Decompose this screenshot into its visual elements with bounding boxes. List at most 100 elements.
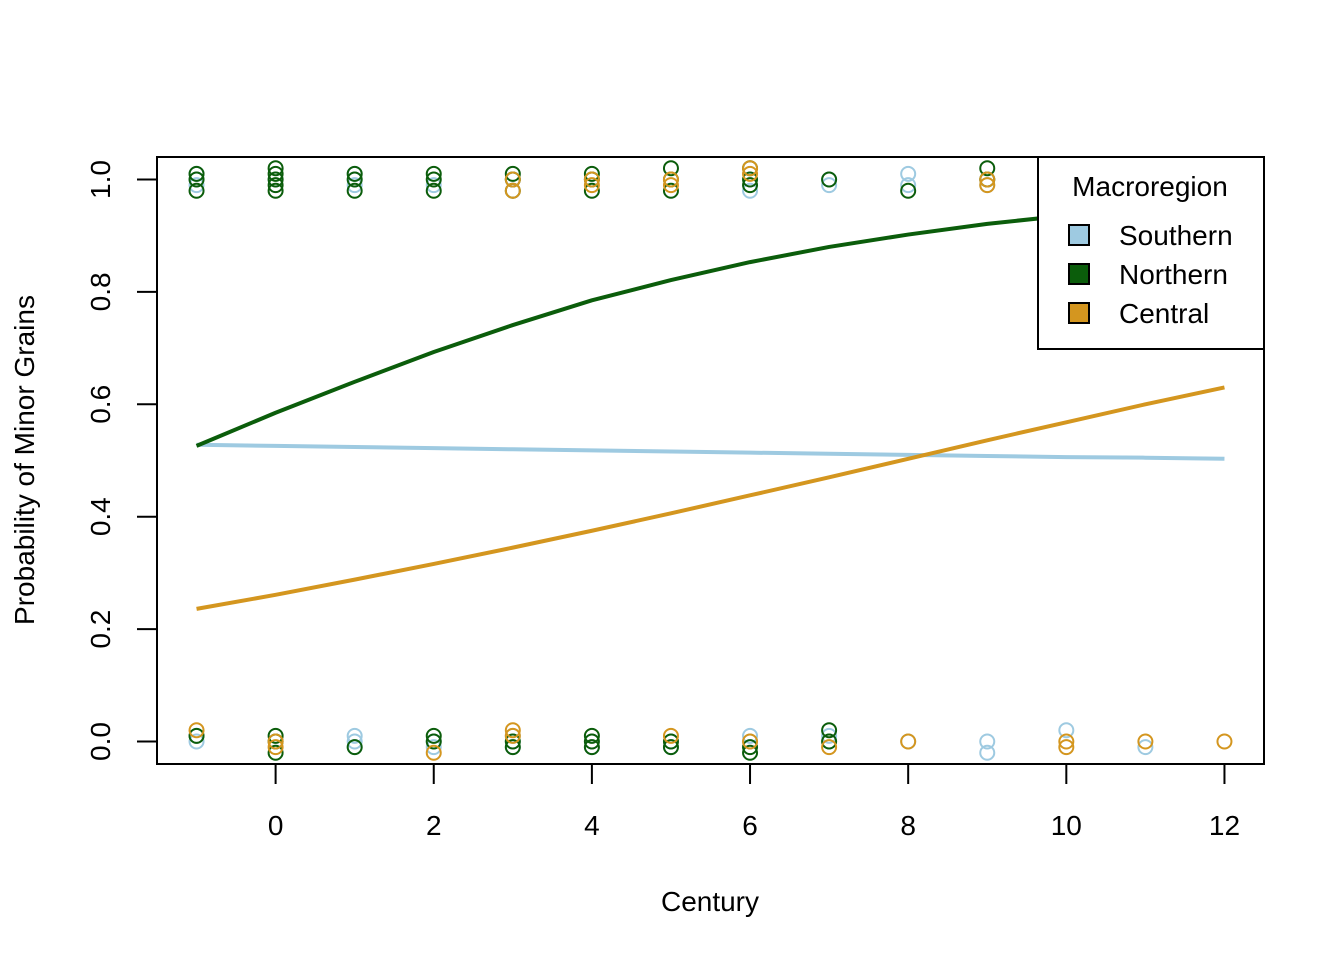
point-southern-14 bbox=[425, 739, 442, 756]
x-axis: 0 2 4 6 8 10 12 bbox=[268, 763, 1240, 841]
point-southern-3 bbox=[188, 733, 205, 750]
legend-swatch-central bbox=[1068, 302, 1090, 324]
point-northern-16 bbox=[425, 171, 442, 188]
point-northern-4 bbox=[267, 171, 284, 188]
point-southern-30 bbox=[821, 727, 838, 744]
point-northern-38 bbox=[742, 177, 759, 194]
point-northern-2 bbox=[188, 165, 205, 182]
point-northern-11 bbox=[267, 744, 284, 761]
point-central-16 bbox=[821, 739, 838, 756]
point-central-2 bbox=[267, 733, 284, 750]
point-central-15 bbox=[742, 733, 759, 750]
point-northern-41 bbox=[742, 744, 759, 761]
point-northern-42 bbox=[821, 171, 838, 188]
point-northern-20 bbox=[425, 727, 442, 744]
point-northern-15 bbox=[346, 739, 363, 756]
point-southern-2 bbox=[188, 177, 205, 194]
point-central-14 bbox=[742, 160, 759, 177]
y-axis: 0.0 0.2 0.4 0.6 0.8 1.0 bbox=[85, 160, 158, 761]
y-tick-label-3: 0.6 bbox=[85, 385, 116, 424]
point-central-0 bbox=[188, 722, 205, 739]
y-tick-label-4: 0.8 bbox=[85, 272, 116, 311]
x-tick-label-4: 8 bbox=[900, 810, 916, 841]
point-central-13 bbox=[742, 165, 759, 182]
point-southern-10 bbox=[346, 727, 363, 744]
point-southern-39 bbox=[1137, 739, 1154, 756]
x-tick-label-3: 6 bbox=[742, 810, 758, 841]
point-northern-37 bbox=[742, 171, 759, 188]
point-northern-19 bbox=[425, 733, 442, 750]
point-central-6 bbox=[504, 727, 521, 744]
point-central-5 bbox=[504, 182, 521, 199]
point-central-18 bbox=[979, 171, 996, 188]
point-central-3 bbox=[425, 744, 442, 761]
point-southern-36 bbox=[979, 733, 996, 750]
legend-entries: Southern Northern Central bbox=[1068, 220, 1233, 329]
point-southern-9 bbox=[346, 733, 363, 750]
point-southern-31 bbox=[900, 165, 917, 182]
point-northern-0 bbox=[188, 182, 205, 199]
legend-label-central: Central bbox=[1119, 298, 1209, 329]
point-northern-24 bbox=[504, 733, 521, 750]
point-southern-32 bbox=[900, 177, 917, 194]
legend-swatch-southern bbox=[1068, 224, 1090, 246]
point-central-17 bbox=[900, 733, 917, 750]
point-northern-34 bbox=[662, 160, 679, 177]
point-northern-28 bbox=[583, 165, 600, 182]
point-northern-14 bbox=[346, 165, 363, 182]
point-central-22 bbox=[1137, 733, 1154, 750]
point-northern-10 bbox=[267, 727, 284, 744]
legend: Macroregion Southern Northern Central bbox=[1037, 156, 1265, 350]
point-central-7 bbox=[504, 722, 521, 739]
x-tick-label-0: 0 bbox=[268, 810, 284, 841]
x-tick-label-5: 10 bbox=[1051, 810, 1082, 841]
point-central-19 bbox=[979, 177, 996, 194]
x-tick-label-2: 4 bbox=[584, 810, 600, 841]
point-northern-12 bbox=[346, 171, 363, 188]
x-axis-title: Century bbox=[661, 886, 759, 917]
y-tick-label-5: 1.0 bbox=[85, 160, 116, 199]
point-southern-12 bbox=[425, 177, 442, 194]
point-northern-7 bbox=[267, 182, 284, 199]
point-northern-8 bbox=[267, 160, 284, 177]
legend-label-northern: Northern bbox=[1119, 259, 1228, 290]
point-northern-22 bbox=[504, 165, 521, 182]
y-tick-label-1: 0.2 bbox=[85, 610, 116, 649]
point-central-4 bbox=[504, 171, 521, 188]
point-northern-31 bbox=[583, 739, 600, 756]
point-northern-44 bbox=[821, 722, 838, 739]
point-southern-24 bbox=[742, 182, 759, 199]
point-northern-6 bbox=[267, 165, 284, 182]
point-central-1 bbox=[267, 739, 284, 756]
x-tick-label-1: 2 bbox=[426, 810, 442, 841]
point-central-8 bbox=[583, 177, 600, 194]
point-northern-13 bbox=[346, 182, 363, 199]
fit-line-southern bbox=[196, 442, 1225, 461]
point-northern-45 bbox=[900, 182, 917, 199]
point-northern-35 bbox=[662, 733, 679, 750]
y-tick-label-2: 0.4 bbox=[85, 497, 116, 536]
point-northern-36 bbox=[662, 739, 679, 756]
point-central-9 bbox=[583, 171, 600, 188]
points-layer bbox=[188, 160, 1233, 761]
point-central-11 bbox=[662, 177, 679, 194]
legend-label-southern: Southern bbox=[1119, 220, 1233, 251]
fit-line-central bbox=[196, 385, 1225, 611]
legend-title: Macroregion bbox=[1072, 171, 1228, 202]
point-northern-40 bbox=[742, 739, 759, 756]
point-northern-33 bbox=[662, 182, 679, 199]
point-northern-27 bbox=[583, 182, 600, 199]
point-southern-26 bbox=[742, 727, 759, 744]
point-southern-8 bbox=[346, 177, 363, 194]
point-northern-29 bbox=[583, 733, 600, 750]
legend-swatch-northern bbox=[1068, 263, 1090, 285]
point-southern-38 bbox=[1058, 722, 1075, 739]
point-northern-17 bbox=[425, 182, 442, 199]
point-central-10 bbox=[662, 171, 679, 188]
point-northern-30 bbox=[583, 727, 600, 744]
point-northern-18 bbox=[425, 165, 442, 182]
point-northern-5 bbox=[267, 177, 284, 194]
point-northern-43 bbox=[821, 733, 838, 750]
